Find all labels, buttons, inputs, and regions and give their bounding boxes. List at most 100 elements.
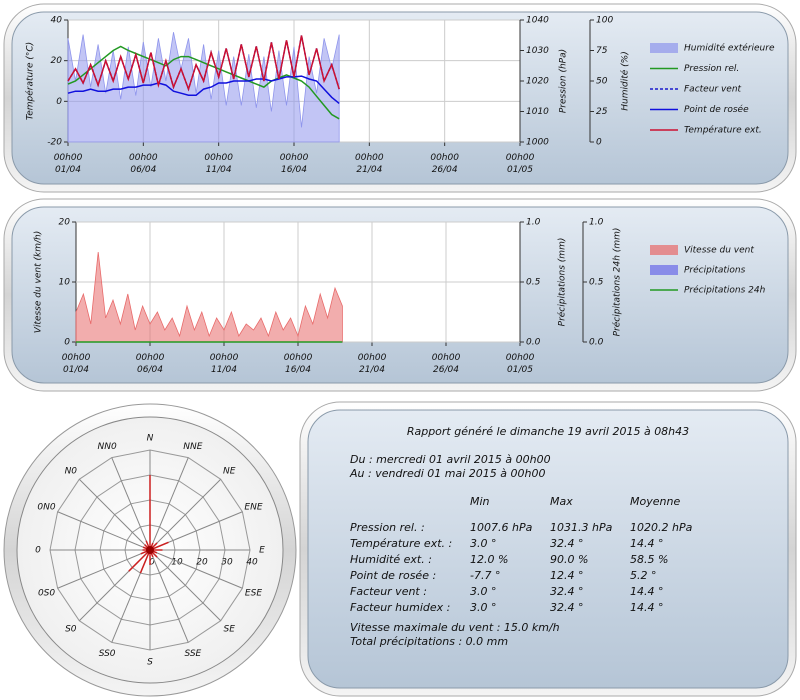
x-tick-date: 11/04 xyxy=(211,365,237,375)
x-tick-label: 00h00 26/04 xyxy=(432,353,461,375)
y-tick-label: 0.5 xyxy=(589,278,604,288)
report-cell: Point de rosée : xyxy=(350,569,436,582)
report-to: Au : vendredi 01 mai 2015 à 00h00 xyxy=(349,467,545,480)
axis-label: Pression (hPa) xyxy=(559,49,569,113)
series-line xyxy=(67,45,340,120)
report-cell: 14.4 ° xyxy=(630,537,664,550)
report-cell: Température ext. : xyxy=(350,537,452,550)
x-tick-label: 00h00 01/04 xyxy=(54,153,83,175)
time-chart: 00h00 01/04 00h00 06/04 00h00 11/04 00h00 16/04… xyxy=(34,218,766,375)
x-tick-time: 00h00 xyxy=(506,353,535,363)
spoke xyxy=(149,549,189,643)
report-cell: 3.0 ° xyxy=(470,585,497,598)
axis-label: Température (°C) xyxy=(25,42,36,120)
r-tick-label: 30 xyxy=(221,558,233,568)
x-tick-label: 00h00 01/05 xyxy=(506,353,535,375)
y-tick-label: 0.0 xyxy=(589,338,604,348)
y-tick-label: -20 xyxy=(47,138,62,148)
spoke xyxy=(149,549,222,622)
spoke xyxy=(57,549,151,589)
report-cell: 32.4 ° xyxy=(550,585,584,598)
report-cell: 90.0 % xyxy=(550,553,588,566)
report-cell: Facteur vent : xyxy=(350,585,427,598)
x-tick-time: 00h00 xyxy=(284,353,313,363)
report-cell: 32.4 ° xyxy=(550,537,584,550)
y-tick-label: 0.5 xyxy=(526,278,541,288)
r-tick-label: 40 xyxy=(246,558,258,568)
x-tick-label: 00h00 21/04 xyxy=(358,353,387,375)
axis-label: Précipitations 24h (mm) xyxy=(612,228,623,337)
x-tick-label: 00h00 06/04 xyxy=(136,353,165,375)
y-tick-label: 0.0 xyxy=(526,338,541,348)
report-cell: 1031.3 hPa xyxy=(550,521,613,534)
x-tick-time: 00h00 xyxy=(430,153,459,163)
x-tick-date: 11/04 xyxy=(206,165,232,175)
report-cell: -7.7 ° xyxy=(470,569,500,582)
report-cell: 12.4 ° xyxy=(550,569,584,582)
report-cell: 3.0 ° xyxy=(470,537,497,550)
legend-label: Pression rel. xyxy=(684,64,739,74)
x-tick-date: 01/05 xyxy=(507,365,533,375)
y-tick-label: 75 xyxy=(596,46,608,56)
report-cell: Facteur humidex : xyxy=(350,601,450,614)
x-tick-time: 00h00 xyxy=(62,353,91,363)
report-cell: 14.4 ° xyxy=(630,585,664,598)
direction-label: ESE xyxy=(245,588,262,598)
x-tick-date: 21/04 xyxy=(356,165,382,175)
direction-label: N0 xyxy=(65,466,78,476)
x-tick-time: 00h00 xyxy=(136,353,165,363)
y-tick-label: 1010 xyxy=(526,107,549,117)
report-cell: 58.5 % xyxy=(630,553,668,566)
y-tick-label: 0 xyxy=(56,97,62,107)
legend-swatch xyxy=(650,245,678,255)
report-cell: 14.4 ° xyxy=(630,601,664,614)
r-tick-label: 0 xyxy=(149,558,155,568)
legend-label: Humidité extérieure xyxy=(684,43,775,54)
direction-label: NE xyxy=(223,466,236,476)
x-tick-date: 26/04 xyxy=(432,165,458,175)
report-header: Min xyxy=(470,495,490,508)
y-tick-label: 1030 xyxy=(526,46,549,56)
x-tick-label: 00h00 01/05 xyxy=(506,153,535,175)
spoke xyxy=(149,549,243,589)
spoke xyxy=(78,478,151,551)
wind-rose: 0 10 20 30 40 N NNE NE ENE E ESE SE SSE S SS0 S0 0S0 0 0N0… xyxy=(35,434,265,668)
series-area xyxy=(67,32,340,143)
report-total-precip: Total précipitations : 0.0 mm xyxy=(350,635,508,648)
x-tick-label: 00h00 21/04 xyxy=(355,153,384,175)
y-tick-label: 100 xyxy=(596,16,613,26)
direction-label: 0N0 xyxy=(37,503,55,513)
x-tick-time: 00h00 xyxy=(432,353,461,363)
report-title: Rapport généré le dimanche 19 avril 2015… xyxy=(407,425,689,438)
direction-label: S0 xyxy=(65,625,77,635)
legend-swatch xyxy=(650,265,678,275)
x-tick-date: 01/05 xyxy=(507,165,533,175)
legend-swatch xyxy=(650,43,678,53)
y-tick-label: 10 xyxy=(59,278,71,288)
report-cell: Humidité ext. : xyxy=(350,553,432,566)
y-tick-label: 20 xyxy=(59,218,71,228)
y-tick-label: 40 xyxy=(51,16,63,26)
direction-label: SE xyxy=(223,625,235,635)
r-tick-label: 20 xyxy=(196,558,208,568)
x-tick-time: 00h00 xyxy=(129,153,158,163)
x-tick-label: 00h00 11/04 xyxy=(210,353,239,375)
direction-label: NNE xyxy=(183,442,202,452)
y-tick-label: 1000 xyxy=(526,138,549,148)
direction-label: NN0 xyxy=(98,442,117,452)
series-line xyxy=(67,35,340,92)
x-tick-time: 00h00 xyxy=(280,153,309,163)
report: Rapport généré le dimanche 19 avril 2015… xyxy=(349,425,693,648)
legend-label: Vitesse du vent xyxy=(684,246,754,256)
wind-bar xyxy=(139,549,151,574)
x-tick-time: 00h00 xyxy=(54,153,83,163)
x-tick-label: 00h00 06/04 xyxy=(129,153,158,175)
report-cell: 5.2 ° xyxy=(630,569,657,582)
report-cell: 3.0 ° xyxy=(470,601,497,614)
report-header: Moyenne xyxy=(630,495,680,508)
x-tick-label: 00h00 01/04 xyxy=(62,353,91,375)
x-tick-date: 01/04 xyxy=(55,165,81,175)
y-tick-label: 25 xyxy=(596,107,608,117)
y-tick-label: 50 xyxy=(596,77,608,87)
x-tick-label: 00h00 16/04 xyxy=(284,353,313,375)
